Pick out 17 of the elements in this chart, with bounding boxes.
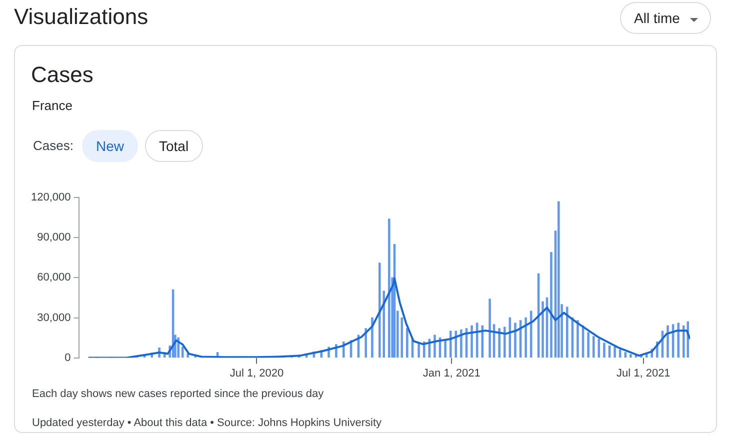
y-tick-label: 90,000	[37, 232, 71, 244]
x-tick-label: Jan 1, 2021	[422, 367, 480, 380]
y-tick-label: 0	[64, 352, 71, 364]
x-tick-label: Jul 1, 2021	[616, 367, 670, 380]
chart-title: Cases	[31, 62, 94, 88]
x-tick-label: Jul 1, 2020	[230, 367, 284, 380]
y-tick-label: 60,000	[37, 272, 71, 284]
y-tick-label: 120,000	[30, 192, 71, 204]
text: Each day shows new cases reported since the previous day	[32, 388, 324, 400]
y-tick-label: 30,000	[37, 312, 71, 324]
text: Total	[145, 130, 203, 162]
text: Cases:	[33, 138, 74, 153]
text: All time	[620, 2, 711, 34]
chart-subtitle: France	[32, 98, 72, 113]
text: Updated yesterday • About this data • Source: Johns Hopkins University	[32, 417, 382, 429]
text: New	[82, 130, 138, 162]
text: Visualizations	[14, 4, 148, 30]
